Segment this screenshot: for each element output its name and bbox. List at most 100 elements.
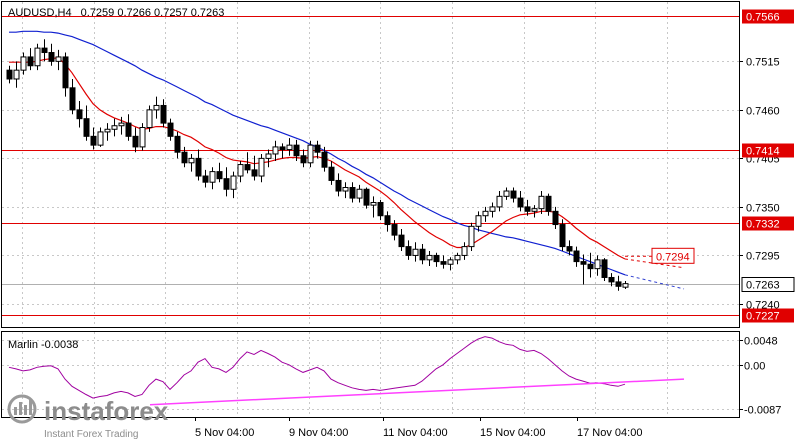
target-box: [651, 247, 695, 264]
candle-down: [293, 144, 300, 157]
candle-down: [384, 215, 391, 226]
candle-down: [545, 195, 552, 212]
price-panel-frame: [1, 1, 740, 328]
candle-down: [587, 263, 594, 270]
candle-down: [125, 122, 132, 137]
candle-down: [167, 122, 174, 137]
time-tick-label: 11 Nov 04:00: [383, 427, 448, 439]
candle-up: [461, 246, 468, 256]
candle-down: [279, 146, 286, 151]
current-price-label: 0.7263: [746, 280, 780, 292]
candlesticks: [6, 39, 629, 291]
candle-up: [426, 254, 433, 261]
level-tag: [742, 308, 794, 323]
level-label: 0.7332: [746, 219, 780, 231]
oscillator-panel-frame: [1, 331, 740, 418]
price-tick-label: 0.7515: [746, 57, 780, 69]
candle-up: [307, 144, 314, 164]
candle-up: [531, 208, 538, 212]
candle-down: [349, 186, 356, 199]
candle-down: [391, 224, 398, 236]
ohlc-values: 0.7259 0.7266 0.7257 0.7263: [81, 7, 225, 19]
candle-up: [55, 56, 62, 62]
candle-down: [440, 261, 447, 265]
candle-down: [314, 144, 321, 153]
candle-down: [132, 135, 139, 148]
candle-down: [300, 155, 307, 164]
candle-up: [104, 128, 111, 133]
candle-down: [601, 259, 608, 278]
level-label: 0.7227: [746, 311, 780, 323]
time-axis: 5 Nov 04:00 9 Nov 04:00 11 Nov 04:00 15 Nov…: [195, 417, 642, 439]
candle-down: [27, 56, 34, 67]
candle-down: [251, 169, 258, 177]
price-axis: 0.75150.74600.74050.73500.72950.72400.75…: [739, 9, 795, 323]
marlin-line: [8, 336, 626, 399]
candle-down: [377, 201, 384, 217]
candle-down: [83, 118, 90, 137]
candle-up: [265, 153, 272, 159]
candle-up: [447, 259, 454, 265]
candle-down: [510, 190, 517, 199]
price-tick-label: 0.7295: [746, 251, 780, 263]
watermark-brand: instaforex: [44, 396, 169, 426]
candle-down: [524, 206, 531, 212]
candle-up: [237, 164, 244, 177]
oscillator-axis: 0.0048 0.00 -0.0087: [739, 336, 781, 417]
candle-up: [20, 56, 27, 71]
candle-up: [594, 259, 601, 270]
candle-up: [342, 186, 349, 192]
candle-up: [622, 283, 629, 288]
candle-up: [454, 254, 461, 261]
candle-down: [195, 157, 202, 177]
price-tick-label: 0.7460: [746, 106, 780, 118]
forecast-lines: 0.7294: [624, 247, 695, 290]
current-price-tag: [741, 277, 795, 292]
symbol-label: AUDUSD,H4: [8, 7, 72, 19]
candle-up: [496, 195, 503, 208]
level-label: 0.7566: [746, 12, 780, 24]
candle-up: [97, 131, 104, 146]
candle-down: [559, 224, 566, 248]
candle-down: [398, 234, 405, 248]
candle-up: [475, 215, 482, 227]
candle-down: [363, 188, 370, 206]
candle-down: [216, 171, 223, 180]
candle-down: [433, 254, 440, 263]
chart-symbol: AUDUSD,H4 0.7259 0.7266 0.7257 0.7263: [8, 7, 224, 19]
watermark-logo-icon: [7, 394, 37, 424]
oscillator-trendline: [149, 378, 685, 406]
candle-up: [412, 248, 419, 256]
time-tick-label: 5 Nov 04:00: [195, 427, 254, 439]
candle-down: [552, 210, 559, 226]
time-tick-label: 17 Nov 04:00: [577, 427, 642, 439]
price-grid: [2, 2, 739, 326]
candle-up: [503, 190, 510, 197]
candle-down: [223, 178, 230, 190]
candle-up: [370, 201, 377, 206]
oscillator-tick-label: -0.0087: [744, 405, 781, 417]
candle-up: [286, 144, 293, 151]
candle-down: [62, 56, 69, 89]
candle-up: [153, 104, 160, 111]
price-tick-label: 0.7350: [746, 203, 780, 215]
oscillator-grid: [2, 332, 739, 416]
candle-up: [482, 210, 489, 217]
candle-up: [209, 171, 216, 183]
time-tick-label: 9 Nov 04:00: [289, 427, 348, 439]
candle-up: [538, 195, 545, 210]
candle-up: [356, 188, 363, 199]
watermark: instaforex Instant Forex Trading: [7, 394, 169, 440]
candle-down: [6, 69, 13, 80]
forecast-fast-line: [624, 258, 685, 269]
candle-up: [188, 157, 195, 164]
candle-up: [34, 47, 41, 67]
horizontal-levels: [2, 16, 739, 316]
forecast-slow-line: [624, 274, 685, 290]
oscillator-title: Marlin -0.0038: [8, 339, 78, 351]
candle-up: [258, 157, 265, 177]
candle-up: [139, 127, 146, 148]
candle-down: [69, 87, 76, 111]
candle-down: [566, 246, 573, 252]
